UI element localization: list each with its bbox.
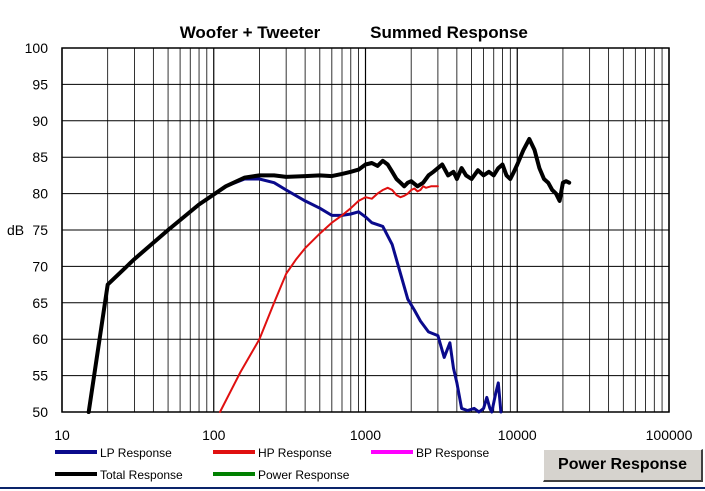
chart-title-right: Summed Response [370, 23, 528, 42]
x-tick-label: 10 [54, 427, 70, 443]
x-tick-label: 10000 [498, 427, 537, 443]
legend-label: LP Response [100, 446, 172, 460]
power-response-button[interactable]: Power Response [543, 449, 703, 482]
x-tick-label: 1000 [350, 427, 381, 443]
y-tick-label: 70 [32, 258, 48, 274]
legend-label: Power Response [258, 468, 350, 482]
y-tick-label: 95 [32, 76, 48, 92]
window-bottom-border [0, 487, 705, 489]
y-tick-label: 60 [32, 331, 48, 347]
x-tick-label: 100 [202, 427, 226, 443]
y-axis-label: dB [7, 222, 24, 238]
y-tick-label: 50 [32, 404, 48, 420]
plot-frame [61, 47, 670, 413]
legend-label: Total Response [100, 468, 183, 482]
y-tick-label: 100 [25, 40, 49, 56]
series-line-total-response [86, 137, 572, 414]
chart-title-left: Woofer + Tweeter [180, 23, 321, 42]
y-tick-label: 55 [32, 368, 48, 384]
y-tick-label: 80 [32, 186, 48, 202]
legend-label: BP Response [416, 446, 489, 460]
series-line-hp-response [219, 185, 439, 413]
y-tick-label: 75 [32, 222, 48, 238]
y-tick-label: 65 [32, 295, 48, 311]
legend-label: HP Response [258, 446, 332, 460]
x-tick-label: 100000 [646, 427, 693, 443]
y-tick-label: 85 [32, 149, 48, 165]
y-tick-label: 90 [32, 113, 48, 129]
series-line-lp-response [87, 177, 503, 414]
